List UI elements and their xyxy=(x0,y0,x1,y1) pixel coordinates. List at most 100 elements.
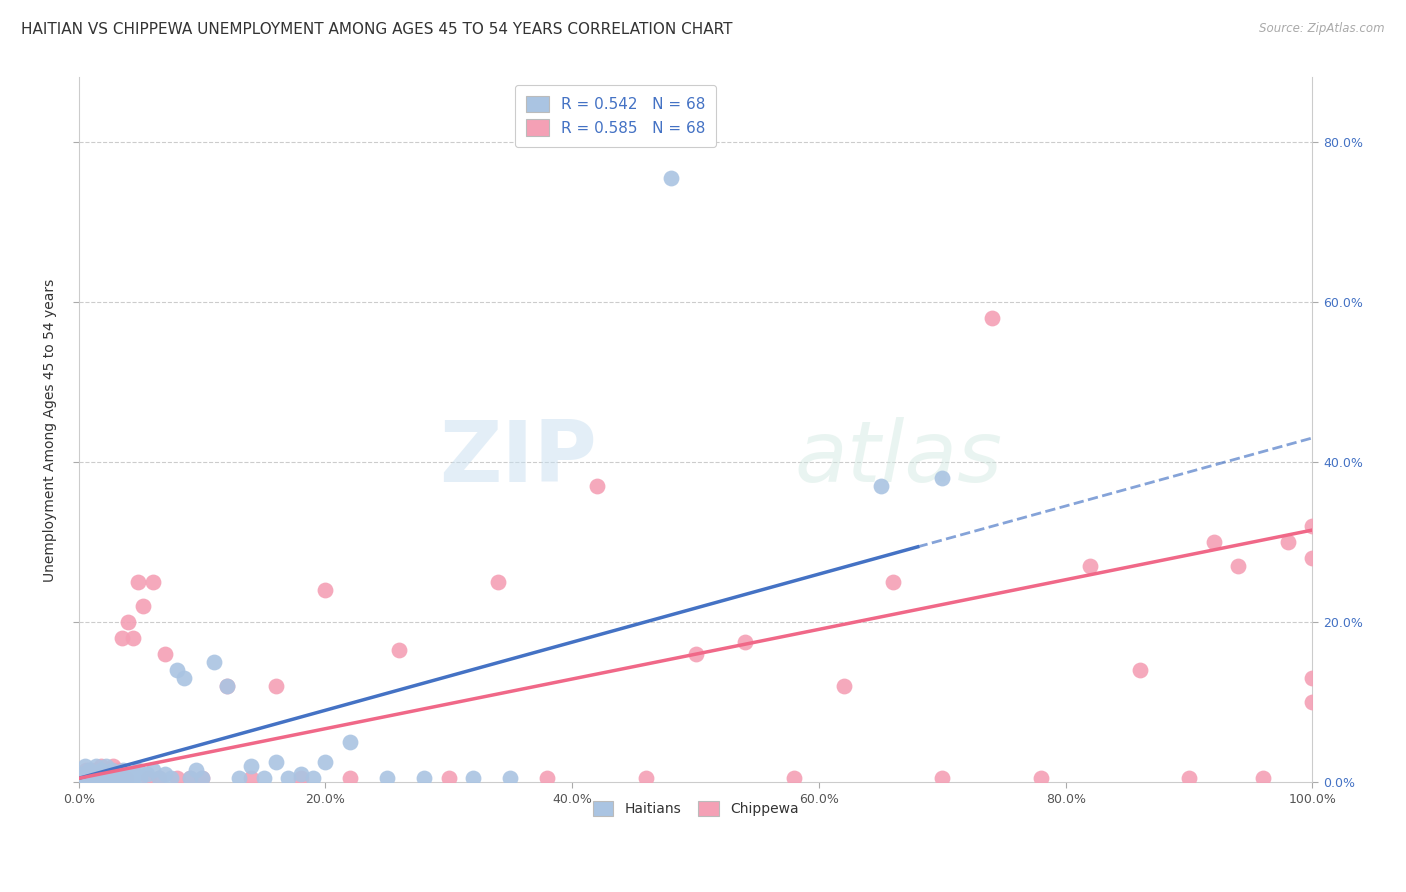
Point xyxy=(636,772,658,786)
Point xyxy=(160,772,183,786)
Point xyxy=(264,679,287,693)
Point xyxy=(302,772,325,786)
Point xyxy=(142,764,165,778)
Point xyxy=(931,471,953,485)
Point xyxy=(173,671,195,685)
Point xyxy=(290,767,312,781)
Point xyxy=(82,772,104,786)
Point xyxy=(191,772,214,786)
Point xyxy=(72,767,94,781)
Point xyxy=(153,767,176,781)
Point xyxy=(1301,695,1323,709)
Point xyxy=(91,772,114,786)
Point xyxy=(90,764,112,778)
Point xyxy=(79,772,101,786)
Point xyxy=(437,772,460,786)
Point xyxy=(832,679,855,693)
Legend: Haitians, Chippewa: Haitians, Chippewa xyxy=(585,793,807,825)
Point xyxy=(86,772,108,786)
Text: HAITIAN VS CHIPPEWA UNEMPLOYMENT AMONG AGES 45 TO 54 YEARS CORRELATION CHART: HAITIAN VS CHIPPEWA UNEMPLOYMENT AMONG A… xyxy=(21,22,733,37)
Point xyxy=(1301,671,1323,685)
Point xyxy=(84,759,107,773)
Point xyxy=(1251,772,1274,786)
Point xyxy=(253,772,276,786)
Point xyxy=(264,756,287,770)
Point xyxy=(90,759,112,773)
Point xyxy=(75,767,97,781)
Point xyxy=(277,772,299,786)
Point xyxy=(783,772,806,786)
Point xyxy=(101,764,124,778)
Point xyxy=(91,772,114,786)
Point xyxy=(659,170,682,185)
Point xyxy=(70,772,93,786)
Text: atlas: atlas xyxy=(794,417,1002,500)
Point xyxy=(91,767,114,781)
Point xyxy=(869,479,891,493)
Point xyxy=(135,767,157,781)
Point xyxy=(413,772,436,786)
Point xyxy=(166,772,188,786)
Point xyxy=(111,772,134,786)
Point xyxy=(79,772,101,786)
Point xyxy=(339,772,361,786)
Point xyxy=(980,310,1002,325)
Point xyxy=(104,767,127,781)
Point xyxy=(80,764,103,778)
Point xyxy=(87,767,110,781)
Point xyxy=(148,772,170,786)
Point xyxy=(87,767,110,781)
Point xyxy=(1301,519,1323,533)
Point xyxy=(76,772,98,786)
Point xyxy=(166,663,188,677)
Point xyxy=(103,772,125,786)
Point xyxy=(89,772,111,786)
Point xyxy=(94,772,117,786)
Point xyxy=(240,772,263,786)
Point xyxy=(536,772,558,786)
Point xyxy=(1129,663,1152,677)
Point xyxy=(127,575,149,590)
Point xyxy=(124,767,146,781)
Point xyxy=(122,631,145,645)
Point xyxy=(215,679,238,693)
Point xyxy=(100,772,122,786)
Point xyxy=(132,599,155,614)
Point xyxy=(83,772,105,786)
Point xyxy=(98,767,121,781)
Point xyxy=(734,635,756,649)
Point xyxy=(72,767,94,781)
Point xyxy=(931,772,953,786)
Point xyxy=(73,759,96,773)
Point xyxy=(1301,551,1323,566)
Point xyxy=(86,772,108,786)
Point xyxy=(80,767,103,781)
Point xyxy=(117,615,139,629)
Point xyxy=(73,772,96,786)
Point xyxy=(202,655,225,669)
Point xyxy=(77,764,100,778)
Point xyxy=(77,767,100,781)
Point xyxy=(114,772,136,786)
Point xyxy=(103,759,125,773)
Point xyxy=(76,772,98,786)
Point xyxy=(882,575,904,590)
Point xyxy=(120,772,142,786)
Point xyxy=(117,767,139,781)
Point xyxy=(142,575,165,590)
Point xyxy=(75,764,97,778)
Point xyxy=(107,764,129,778)
Point xyxy=(486,575,509,590)
Point xyxy=(1202,535,1225,549)
Point xyxy=(685,647,707,661)
Point xyxy=(84,764,107,778)
Y-axis label: Unemployment Among Ages 45 to 54 years: Unemployment Among Ages 45 to 54 years xyxy=(44,278,58,582)
Point xyxy=(105,772,128,786)
Point xyxy=(127,764,149,778)
Point xyxy=(290,772,312,786)
Point xyxy=(93,772,115,786)
Point xyxy=(91,767,114,781)
Point xyxy=(240,759,263,773)
Point xyxy=(114,772,136,786)
Point xyxy=(388,643,411,657)
